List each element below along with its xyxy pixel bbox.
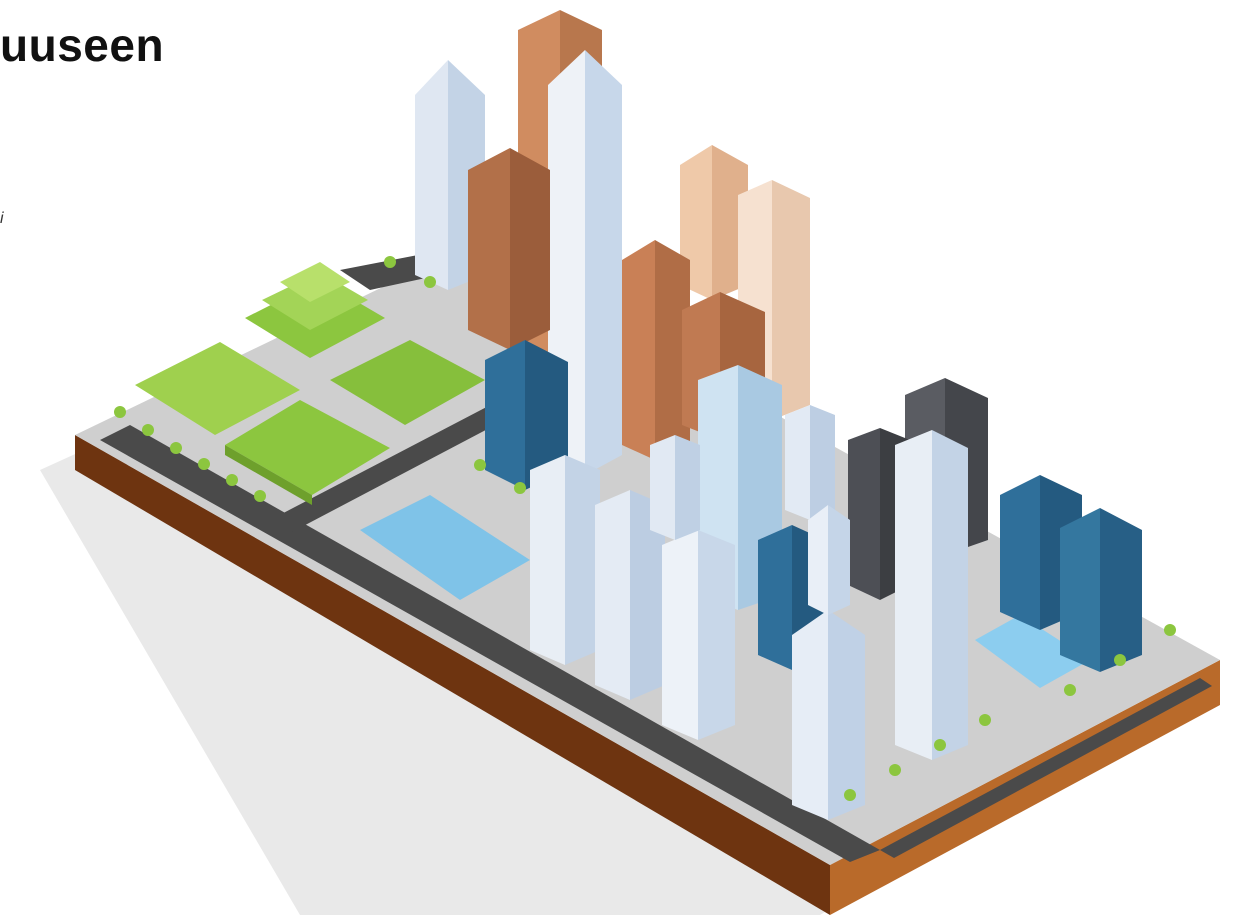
- green-pyramid-mid: [262, 272, 368, 330]
- building-blue-right-1: [1000, 475, 1040, 630]
- building-blue-right-2-side: [1100, 508, 1142, 672]
- tower-copper-mid: [622, 240, 655, 460]
- tower-white-front-3: [662, 530, 698, 740]
- building-blue-left: [485, 340, 525, 490]
- tower-white-pinnacle-front: [792, 610, 828, 820]
- pool-left: [360, 495, 530, 600]
- tower-white-front-2: [595, 490, 630, 700]
- pool-right: [975, 615, 1090, 688]
- tower-brown-mid-side: [510, 148, 550, 350]
- tower-white-pinnacle-upper-side: [828, 505, 850, 615]
- base-side-left: [75, 435, 830, 915]
- tower-white-front-1-side: [565, 455, 600, 665]
- green-rows-left: [135, 342, 300, 435]
- tower-white-pinnacle-front-side: [828, 610, 865, 820]
- body-text-fragment: i: [0, 210, 4, 227]
- tower-white-right-tall: [895, 430, 932, 760]
- tower-copper-mid-side: [655, 240, 690, 460]
- tower-white-small-back-side: [675, 435, 700, 540]
- green-rows-right: [330, 340, 485, 425]
- page-heading: uuseen: [0, 19, 165, 71]
- trees: [114, 256, 1176, 801]
- tower-white-tall-side: [585, 50, 622, 475]
- tower-dark-mid: [848, 428, 880, 600]
- tower-brown-mid: [468, 148, 510, 350]
- green-pyramid-top: [280, 262, 350, 302]
- tower-white-right-mid-side: [810, 405, 835, 520]
- tower-white-small-back: [650, 435, 675, 540]
- green-block-front: [225, 400, 390, 495]
- tower-white-front-2-side: [630, 490, 665, 700]
- tower-white-front-1: [530, 455, 565, 665]
- road-main-right: [880, 678, 1212, 858]
- building-blue-left-side: [525, 340, 568, 490]
- road-main-front: [100, 425, 880, 862]
- road-cross-left: [270, 400, 520, 532]
- tower-white-back: [415, 60, 448, 290]
- tower-white-front-3-side: [698, 530, 735, 740]
- tower-peach-2-side: [772, 180, 810, 420]
- tower-white-right-mid: [785, 405, 810, 520]
- tower-white-pinnacle-upper: [808, 505, 828, 615]
- building-blue-mid: [758, 525, 792, 670]
- tower-white-right-tall-side: [932, 430, 968, 760]
- building-blue-right-2: [1060, 508, 1100, 672]
- green-block-front-side: [225, 445, 312, 505]
